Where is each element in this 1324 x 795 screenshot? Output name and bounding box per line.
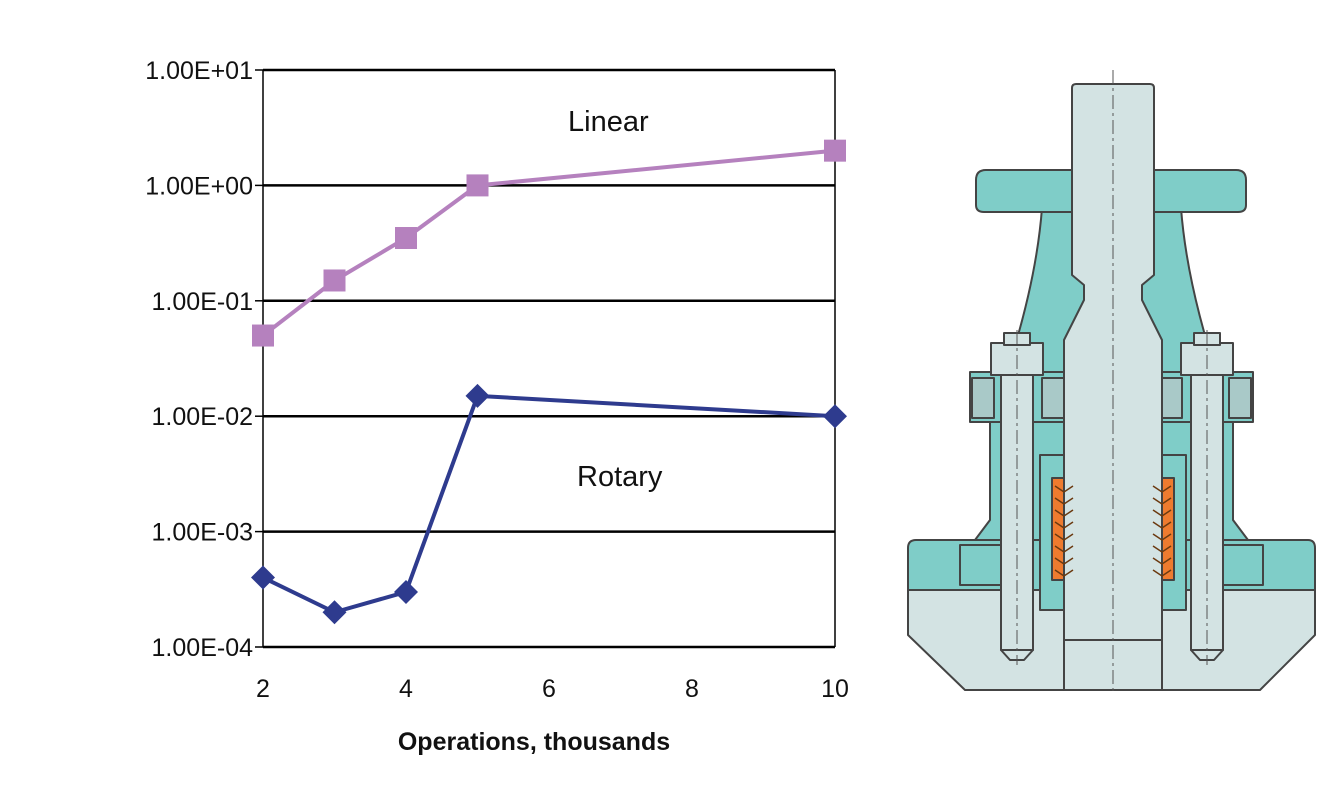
x-tick-label-4: 10	[821, 675, 849, 703]
x-tick-labels: 2 4 6 8 10	[256, 675, 849, 703]
packing-chevron-1-7	[1152, 569, 1172, 577]
y-tick-labels: 1.00E-04 1.00E-03 1.00E-02 1.00E-01 1.00E+00…	[145, 57, 253, 662]
packing-chevron-1-4	[1152, 533, 1172, 541]
spring-stack-left	[971, 377, 995, 419]
rotary-series-label: Rotary	[577, 461, 663, 493]
rotary-point-1	[322, 600, 347, 625]
linear-point-2	[395, 227, 417, 250]
rotary-point-2	[394, 579, 418, 604]
packing-chevron-0-7	[1054, 569, 1074, 577]
packing-chevron-0-2	[1054, 509, 1074, 517]
x-axis-title: Operations, thousands	[398, 728, 670, 756]
x-tick-label-2: 6	[542, 675, 556, 703]
packing-chevron-1-0	[1152, 485, 1172, 493]
packing-chevrons	[1054, 485, 1172, 577]
linear-point-4	[824, 139, 846, 162]
linear-point-0	[252, 324, 274, 347]
linear-point-1	[323, 269, 346, 292]
y-tick-label-0: 1.00E-04	[152, 634, 254, 662]
axes	[255, 69, 836, 648]
x-tick-label-1: 4	[399, 675, 413, 703]
y-tick-label-2: 1.00E-02	[152, 403, 253, 431]
y-tick-label-3: 1.00E-01	[152, 288, 253, 316]
rotary-point-3	[465, 383, 490, 408]
packing-chevron-1-2	[1152, 509, 1172, 517]
series-group	[251, 139, 847, 625]
x-tick-label-0: 2	[256, 675, 270, 703]
packing-chevron-0-6	[1054, 557, 1074, 565]
spring-stack-right	[1228, 377, 1252, 419]
y-tick-label-1: 1.00E-03	[152, 519, 253, 547]
rotary-point-0	[251, 565, 275, 590]
packing-chevron-0-1	[1054, 497, 1074, 505]
packing-chevron-1-1	[1152, 497, 1172, 505]
packing-chevron-1-5	[1152, 545, 1172, 553]
y-tick-label-4: 1.00E+00	[145, 172, 253, 200]
packing-chevron-0-5	[1054, 545, 1074, 553]
x-tick-label-3: 8	[685, 675, 699, 703]
packing-chevron-1-6	[1152, 557, 1172, 565]
rotary-point-4	[823, 404, 847, 429]
y-tick-label-5: 1.00E+01	[145, 57, 253, 85]
packing-chevron-0-4	[1054, 533, 1074, 541]
packing-chevron-0-0	[1054, 485, 1074, 493]
packing-chevron-0-3	[1054, 521, 1074, 529]
packing-chevron-1-3	[1152, 521, 1172, 529]
linear-point-3	[466, 174, 489, 197]
operations-chart: 1.00E-04 1.00E-03 1.00E-02 1.00E-01 1.00E+00…	[145, 57, 849, 756]
linear-series-label: Linear	[568, 106, 649, 138]
